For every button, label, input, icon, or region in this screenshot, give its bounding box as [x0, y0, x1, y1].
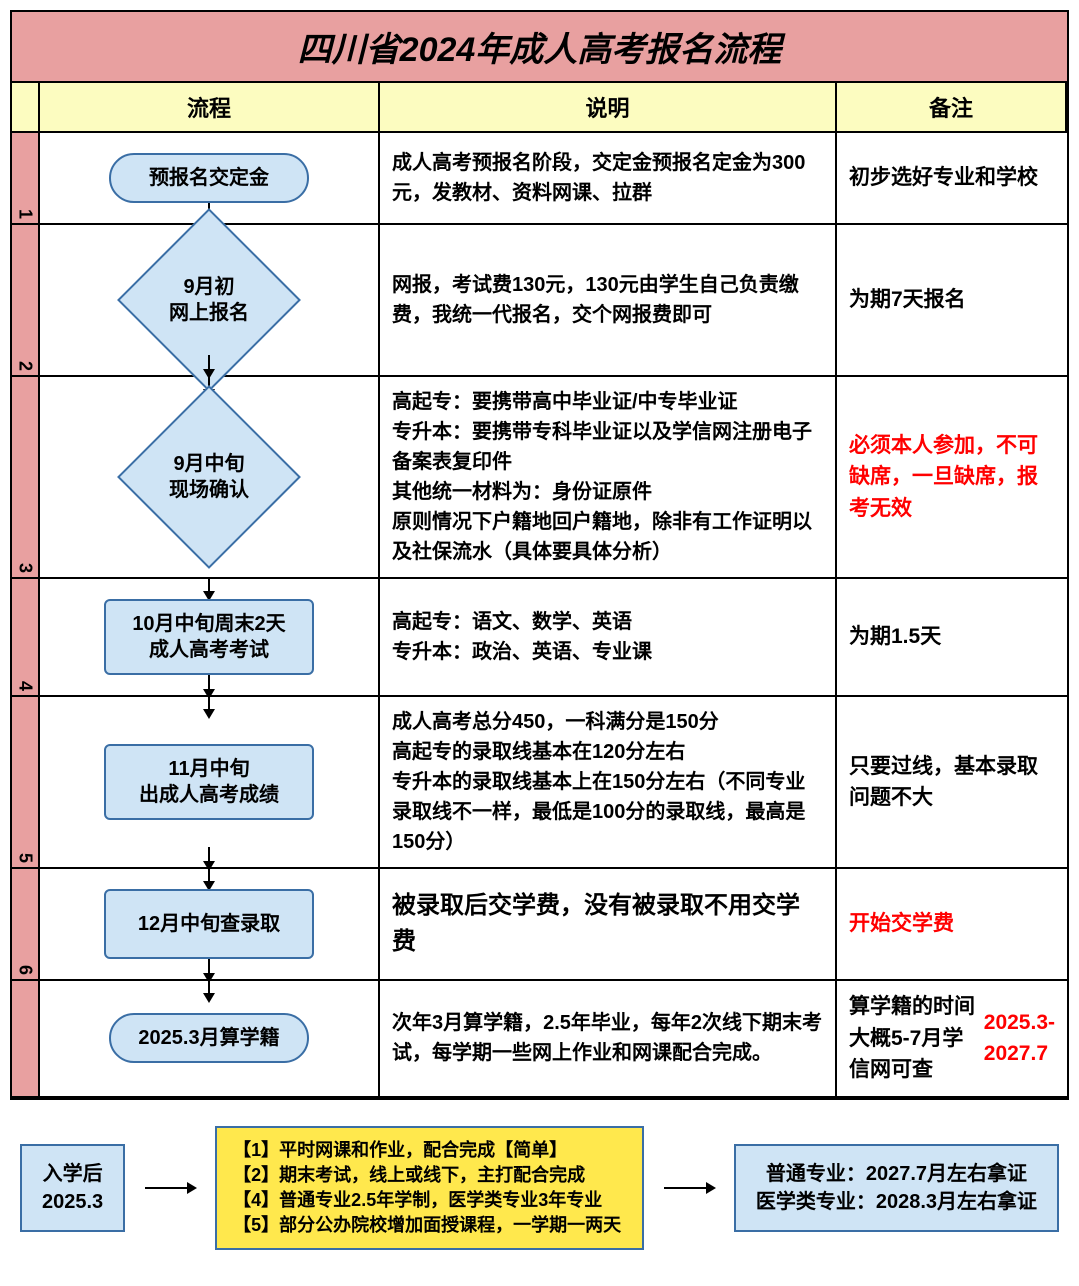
flow-step: 9月中旬现场确认	[119, 422, 299, 532]
bottom-right-box: 普通专业：2027.7月左右拿证医学类专业：2028.3月左右拿证	[734, 1144, 1059, 1232]
flow-cell: 12月中旬查录取	[40, 869, 380, 981]
note-cell: 只要过线，基本录取问题不大	[837, 697, 1067, 869]
arrow-down-icon	[208, 981, 210, 1001]
header-note: 备注	[837, 83, 1067, 133]
arrow-right-icon	[145, 1187, 195, 1189]
description-cell: 高起专：要携带高中毕业证/中专毕业证专升本：要携带专科毕业证以及学信网注册电子备…	[380, 377, 837, 579]
note-cell: 开始交学费	[837, 869, 1067, 981]
row-number	[12, 981, 40, 1098]
row-number: 4	[12, 579, 40, 697]
description-cell: 高起专：语文、数学、英语专升本：政治、英语、专业课	[380, 579, 837, 697]
flow-cell: 2025.3月算学籍	[40, 981, 380, 1098]
flow-cell: 10月中旬周末2天成人高考考试	[40, 579, 380, 697]
description-cell: 成人高考总分450，一科满分是150分高起专的录取线基本在120分左右专升本的录…	[380, 697, 837, 869]
flow-cell: 9月初网上报名	[40, 225, 380, 377]
note-cell: 初步选好专业和学校	[837, 133, 1067, 225]
description-cell: 次年3月算学籍，2.5年毕业，每年2次线下期末考试，每学期一些网上作业和网课配合…	[380, 981, 837, 1098]
flowchart-container: 四川省2024年成人高考报名流程 流程 说明 备注 1 预报名交定金 成人高考预报名…	[10, 10, 1069, 1100]
page-title: 四川省2024年成人高考报名流程	[22, 22, 1057, 71]
note-cell: 为期7天报名	[837, 225, 1067, 377]
main-grid: 流程 说明 备注 1 预报名交定金 成人高考预报名阶段，交定金预报名定金为300元，…	[12, 83, 1067, 1098]
row-number: 1	[12, 133, 40, 225]
header-flow: 流程	[40, 83, 380, 133]
header-blank	[12, 83, 40, 133]
flow-step: 9月初网上报名	[119, 245, 299, 355]
arrow-down-icon	[208, 959, 210, 981]
title-bar: 四川省2024年成人高考报名流程	[12, 12, 1067, 83]
flow-step: 2025.3月算学籍	[109, 1013, 309, 1063]
header-desc: 说明	[380, 83, 837, 133]
row-number: 5	[12, 697, 40, 869]
arrow-right-icon	[664, 1187, 714, 1189]
flow-cell: 11月中旬出成人高考成绩	[40, 697, 380, 869]
note-cell: 必须本人参加，不可缺席，一旦缺席，报考无效	[837, 377, 1067, 579]
arrow-down-icon	[208, 869, 210, 889]
description-cell: 被录取后交学费，没有被录取不用交学费	[380, 869, 837, 981]
step-label: 9月中旬现场确认	[169, 451, 249, 503]
row-number: 2	[12, 225, 40, 377]
arrow-down-icon	[208, 355, 210, 377]
row-number: 3	[12, 377, 40, 579]
bottom-row: 入学后2025.3 【1】平时网课和作业，配合完成【简单】【2】期末考试，线上或…	[10, 1126, 1069, 1251]
arrow-down-icon	[208, 675, 210, 697]
row-number: 6	[12, 869, 40, 981]
flow-step: 预报名交定金	[109, 153, 309, 203]
arrow-down-icon	[208, 697, 210, 717]
flow-step: 10月中旬周末2天成人高考考试	[104, 599, 314, 675]
note-cell: 为期1.5天	[837, 579, 1067, 697]
flow-cell: 9月中旬现场确认	[40, 377, 380, 579]
description-cell: 成人高考预报名阶段，交定金预报名定金为300元，发教材、资料网课、拉群	[380, 133, 837, 225]
note-cell: 算学籍的时间大概5-7月学信网可查2025.3-2027.7	[837, 981, 1067, 1098]
flow-step: 12月中旬查录取	[104, 889, 314, 959]
description-cell: 网报，考试费130元，130元由学生自己负责缴费，我统一代报名，交个网报费即可	[380, 225, 837, 377]
bottom-mid-box: 【1】平时网课和作业，配合完成【简单】【2】期末考试，线上或线下，主打配合完成【…	[215, 1126, 644, 1251]
flow-step: 11月中旬出成人高考成绩	[104, 744, 314, 820]
step-label: 9月初网上报名	[169, 274, 249, 326]
arrow-down-icon	[208, 579, 210, 599]
arrow-down-icon	[208, 847, 210, 869]
bottom-left-box: 入学后2025.3	[20, 1144, 125, 1232]
